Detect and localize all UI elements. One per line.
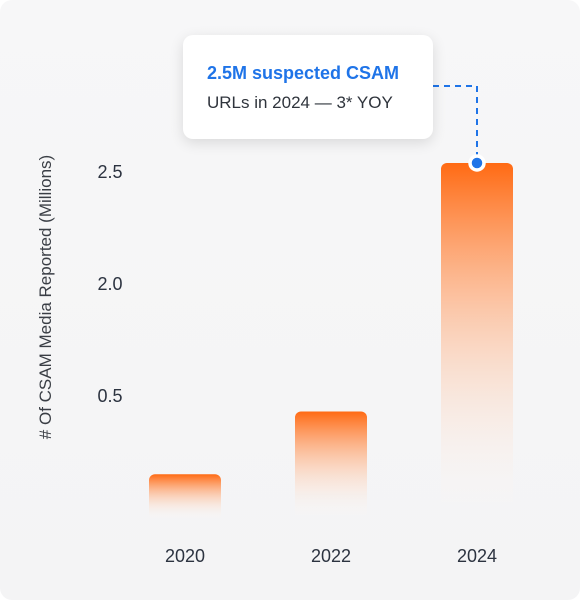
bar-2022 [295,411,367,520]
tooltip-leader-line [433,85,478,163]
tooltip-card: 2.5M suspected CSAM URLs in 2024 — 3* YO… [183,35,433,139]
y-tick-label: 2.0 [97,274,122,294]
bar-2020 [149,474,221,520]
tooltip-subtitle: URLs in 2024 — 3* YOY [207,93,393,112]
y-tick-label: 0.5 [97,386,122,406]
tooltip-title: 2.5M suspected CSAM [207,63,400,83]
x-tick-label: 2024 [457,546,497,566]
x-tick-label: 2022 [311,546,351,566]
x-tick-label: 2020 [165,546,205,566]
highlight-marker [468,154,486,172]
y-tick-label: 2.5 [97,162,122,182]
bar-2024 [441,163,513,520]
